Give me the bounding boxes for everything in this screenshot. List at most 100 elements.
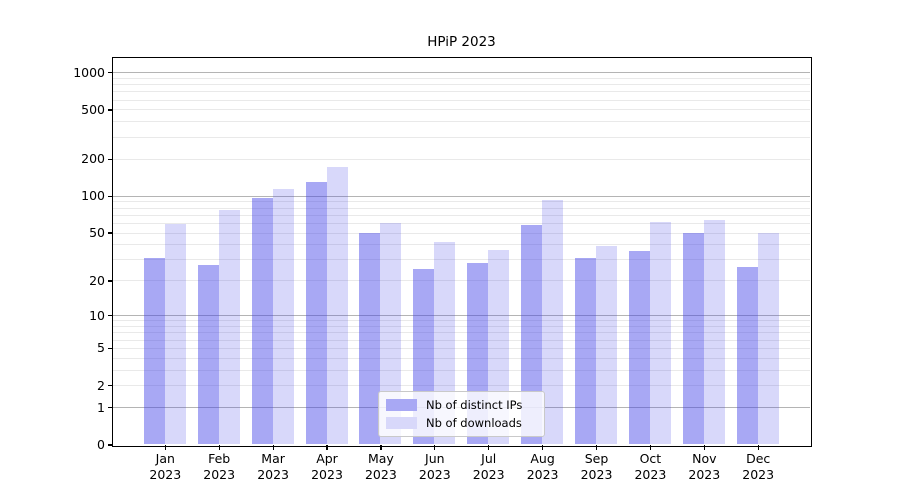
x-tick-label-jul: Jul 2023 — [454, 451, 524, 482]
x-tick — [595, 445, 598, 450]
x-tick-year: 2023 — [472, 466, 505, 482]
y-tick-label: 0 — [97, 437, 105, 452]
x-tick-year: 2023 — [311, 466, 343, 482]
bar-nb-of-distinct-ips-feb — [197, 264, 219, 445]
x-tick-month: Nov — [692, 451, 717, 466]
x-tick — [434, 445, 436, 450]
y-tick — [108, 347, 113, 350]
bar-nb-of-distinct-ips-mar — [251, 198, 273, 445]
x-tick — [488, 445, 490, 450]
x-tick — [380, 445, 382, 450]
y-tick — [108, 280, 113, 282]
y-tick — [108, 315, 113, 317]
x-tick-month: Aug — [530, 451, 555, 466]
x-tick-month: Apr — [316, 451, 338, 466]
x-tick-year: 2023 — [257, 466, 289, 482]
bar-nb-of-distinct-ips-may — [359, 232, 381, 445]
x-tick — [164, 445, 166, 450]
x-tick-label-aug: Aug 2023 — [508, 451, 578, 482]
bar-nb-of-distinct-ips-apr — [305, 181, 327, 445]
y-tick-label: 1000 — [73, 64, 105, 80]
x-tick-label-jun: Jun 2023 — [400, 451, 470, 482]
minor-gridline — [112, 91, 810, 93]
bar-nb-of-distinct-ips-oct — [628, 251, 650, 445]
x-tick — [272, 445, 274, 450]
x-tick-year: 2023 — [688, 466, 721, 482]
y-tick-label: 500 — [81, 101, 105, 117]
y-tick — [108, 232, 113, 234]
x-tick-label-may: May 2023 — [346, 451, 416, 482]
x-tick-label-mar: Mar 2023 — [238, 451, 308, 482]
bar-nb-of-downloads-aug — [542, 200, 564, 445]
x-tick-year: 2023 — [526, 466, 559, 482]
minor-gridline — [112, 332, 810, 334]
y-tick-label: 1 — [97, 399, 105, 415]
legend-label-distinct-ips: Nb of distinct IPs — [426, 398, 523, 412]
x-tick-year: 2023 — [634, 466, 667, 482]
y-tick-label: 50 — [89, 225, 105, 241]
y-tick-label: 200 — [81, 151, 105, 167]
minor-gridline — [112, 326, 810, 328]
chart-title: HPiP 2023 — [427, 34, 496, 50]
minor-gridline — [112, 357, 810, 359]
bar-nb-of-downloads-apr — [326, 167, 348, 445]
legend-item-downloads: Nb of downloads — [386, 416, 537, 430]
minor-gridline — [112, 84, 810, 86]
y-tick-label: 10 — [89, 307, 105, 323]
minor-gridline — [112, 207, 810, 209]
plot-area — [111, 56, 812, 447]
bar-nb-of-distinct-ips-dec — [736, 266, 758, 445]
bar-nb-of-downloads-nov — [703, 219, 725, 445]
x-tick-label-dec: Dec 2023 — [723, 451, 793, 482]
legend-item-distinct-ips: Nb of distinct IPs — [386, 398, 537, 412]
y-tick-label: 5 — [97, 340, 105, 356]
y-tick — [108, 158, 113, 160]
x-tick-month: Jul — [481, 451, 497, 466]
minor-gridline — [112, 320, 810, 322]
major-gridline — [112, 315, 810, 317]
major-gridline — [112, 195, 810, 197]
minor-gridline — [112, 232, 810, 234]
minor-gridline — [112, 369, 810, 371]
y-tick-label: 100 — [81, 188, 105, 204]
x-tick-month: Feb — [208, 451, 231, 466]
x-tick-year: 2023 — [364, 466, 397, 482]
x-tick — [757, 445, 759, 450]
y-tick — [108, 444, 113, 446]
y-tick-label: 2 — [97, 377, 105, 393]
y-tick — [108, 407, 113, 409]
legend-label-downloads: Nb of downloads — [426, 416, 522, 430]
x-tick-year: 2023 — [149, 466, 182, 482]
minor-gridline — [112, 158, 810, 160]
y-tick — [108, 109, 113, 111]
x-tick-label-jan: Jan 2023 — [130, 451, 200, 482]
x-tick-month: Mar — [261, 451, 285, 466]
minor-gridline — [112, 214, 810, 216]
major-gridline — [112, 72, 810, 74]
minor-gridline — [112, 280, 810, 282]
x-tick-month: Dec — [746, 451, 771, 466]
y-tick — [108, 72, 113, 74]
minor-gridline — [112, 121, 810, 123]
x-tick — [326, 445, 328, 450]
legend: Nb of distinct IPs Nb of downloads — [378, 391, 545, 437]
bar-nb-of-downloads-mar — [272, 188, 294, 445]
bar-nb-of-downloads-oct — [649, 222, 671, 445]
x-tick-year: 2023 — [742, 466, 775, 482]
x-tick — [649, 445, 652, 450]
legend-swatch-distinct-ips — [386, 399, 417, 411]
bar-nb-of-distinct-ips-nov — [682, 232, 704, 445]
x-tick-label-nov: Nov 2023 — [669, 451, 739, 482]
y-tick-label: 20 — [89, 272, 105, 288]
minor-gridline — [112, 259, 810, 261]
x-tick-month: Jan — [155, 451, 175, 466]
legend-swatch-downloads — [386, 417, 417, 429]
bar-nb-of-downloads-may — [380, 222, 402, 445]
minor-gridline — [112, 244, 810, 246]
x-tick-label-sep: Sep 2023 — [562, 451, 632, 482]
minor-gridline — [112, 109, 810, 111]
x-tick-label-apr: Apr 2023 — [292, 451, 362, 482]
x-tick-month: May — [367, 451, 394, 466]
bar-nb-of-downloads-sep — [596, 245, 617, 445]
minor-gridline — [112, 201, 810, 203]
